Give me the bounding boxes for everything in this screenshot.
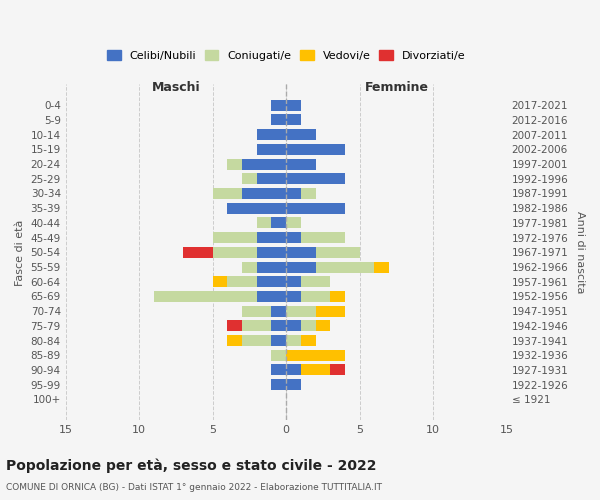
Bar: [286, 262, 316, 272]
Bar: [286, 379, 301, 390]
Bar: [212, 232, 257, 243]
Bar: [271, 379, 286, 390]
Bar: [301, 188, 316, 199]
Bar: [301, 364, 331, 376]
Bar: [286, 306, 316, 316]
Bar: [271, 335, 286, 346]
Bar: [242, 188, 286, 199]
Bar: [286, 202, 345, 213]
Bar: [286, 144, 345, 155]
Y-axis label: Anni di nascita: Anni di nascita: [575, 211, 585, 294]
Bar: [286, 291, 301, 302]
Bar: [286, 364, 301, 376]
Bar: [286, 350, 345, 361]
Bar: [154, 291, 257, 302]
Bar: [183, 247, 212, 258]
Bar: [286, 129, 316, 140]
Bar: [301, 320, 316, 332]
Bar: [227, 335, 242, 346]
Bar: [271, 364, 286, 376]
Bar: [257, 218, 271, 228]
Bar: [374, 262, 389, 272]
Bar: [257, 174, 286, 184]
Text: Maschi: Maschi: [152, 80, 200, 94]
Bar: [257, 262, 286, 272]
Bar: [257, 276, 286, 287]
Bar: [286, 174, 345, 184]
Bar: [257, 144, 286, 155]
Bar: [271, 320, 286, 332]
Bar: [286, 100, 301, 111]
Bar: [316, 247, 360, 258]
Legend: Celibi/Nubili, Coniugati/e, Vedovi/e, Divorziati/e: Celibi/Nubili, Coniugati/e, Vedovi/e, Di…: [104, 46, 469, 64]
Bar: [242, 320, 271, 332]
Bar: [286, 114, 301, 126]
Text: Popolazione per età, sesso e stato civile - 2022: Popolazione per età, sesso e stato civil…: [6, 458, 377, 473]
Bar: [301, 232, 345, 243]
Bar: [286, 232, 301, 243]
Bar: [257, 232, 286, 243]
Bar: [212, 247, 257, 258]
Bar: [242, 262, 257, 272]
Bar: [271, 350, 286, 361]
Bar: [257, 129, 286, 140]
Bar: [316, 262, 374, 272]
Bar: [286, 335, 301, 346]
Bar: [227, 276, 257, 287]
Bar: [271, 100, 286, 111]
Bar: [271, 218, 286, 228]
Bar: [257, 247, 286, 258]
Bar: [242, 335, 271, 346]
Bar: [227, 158, 242, 170]
Bar: [212, 188, 242, 199]
Bar: [271, 114, 286, 126]
Bar: [227, 320, 242, 332]
Bar: [286, 247, 316, 258]
Bar: [212, 276, 227, 287]
Bar: [301, 276, 331, 287]
Bar: [286, 218, 301, 228]
Bar: [257, 291, 286, 302]
Bar: [242, 174, 257, 184]
Bar: [286, 158, 316, 170]
Bar: [242, 306, 271, 316]
Bar: [271, 306, 286, 316]
Bar: [227, 202, 286, 213]
Text: Femmine: Femmine: [364, 80, 428, 94]
Bar: [242, 158, 286, 170]
Bar: [286, 188, 301, 199]
Y-axis label: Fasce di età: Fasce di età: [15, 219, 25, 286]
Bar: [286, 320, 301, 332]
Bar: [316, 320, 331, 332]
Bar: [331, 364, 345, 376]
Bar: [331, 291, 345, 302]
Bar: [286, 276, 301, 287]
Bar: [316, 306, 345, 316]
Text: COMUNE DI ORNICA (BG) - Dati ISTAT 1° gennaio 2022 - Elaborazione TUTTITALIA.IT: COMUNE DI ORNICA (BG) - Dati ISTAT 1° ge…: [6, 483, 382, 492]
Bar: [301, 335, 316, 346]
Bar: [301, 291, 331, 302]
